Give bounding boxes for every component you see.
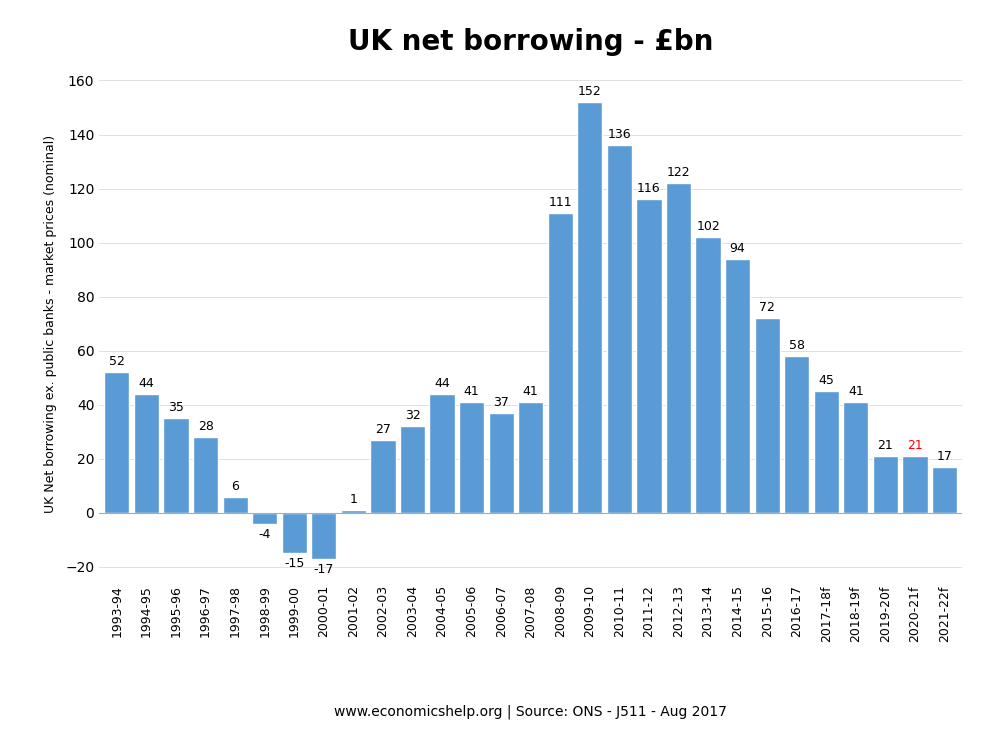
Bar xyxy=(637,199,662,513)
Bar xyxy=(104,372,130,513)
Text: 44: 44 xyxy=(434,377,450,390)
Text: 17: 17 xyxy=(936,450,952,463)
Bar xyxy=(400,426,425,513)
Text: 152: 152 xyxy=(578,85,602,98)
Text: 6: 6 xyxy=(231,480,239,493)
Text: 116: 116 xyxy=(637,182,661,195)
Bar xyxy=(222,496,248,513)
Text: -4: -4 xyxy=(259,527,271,541)
Text: 111: 111 xyxy=(549,196,572,209)
Text: 52: 52 xyxy=(109,355,125,368)
Bar xyxy=(903,456,928,513)
Text: 122: 122 xyxy=(667,166,690,179)
Text: 44: 44 xyxy=(139,377,155,390)
Text: 45: 45 xyxy=(818,374,834,387)
Y-axis label: UK Net borrowing ex. public banks - market prices (nominal): UK Net borrowing ex. public banks - mark… xyxy=(44,135,57,513)
Text: 27: 27 xyxy=(375,423,391,436)
Text: 136: 136 xyxy=(607,128,631,141)
Bar xyxy=(843,402,868,513)
Bar xyxy=(873,456,898,513)
Bar xyxy=(607,145,632,513)
Bar xyxy=(282,513,307,554)
Text: 32: 32 xyxy=(405,409,421,423)
Bar xyxy=(548,213,572,513)
Bar xyxy=(370,440,396,513)
Title: UK net borrowing - £bn: UK net borrowing - £bn xyxy=(348,28,713,57)
Text: 58: 58 xyxy=(789,339,805,352)
Text: 1: 1 xyxy=(349,493,357,506)
Bar xyxy=(193,437,218,513)
Bar xyxy=(666,183,691,513)
Text: 21: 21 xyxy=(878,439,893,452)
Bar xyxy=(341,510,366,513)
Bar xyxy=(164,418,188,513)
Text: 41: 41 xyxy=(463,385,479,398)
Bar xyxy=(813,391,839,513)
Bar xyxy=(755,318,780,513)
Text: -17: -17 xyxy=(313,562,334,576)
Text: 37: 37 xyxy=(493,396,509,408)
X-axis label: www.economicshelp.org | Source: ONS - J511 - Aug 2017: www.economicshelp.org | Source: ONS - J5… xyxy=(334,705,727,719)
Bar xyxy=(459,402,484,513)
Bar xyxy=(931,466,957,513)
Bar xyxy=(489,413,514,513)
Bar xyxy=(252,513,278,524)
Bar xyxy=(725,259,750,513)
Bar xyxy=(695,237,720,513)
Text: 72: 72 xyxy=(759,301,775,314)
Text: 41: 41 xyxy=(523,385,539,398)
Bar xyxy=(311,513,336,559)
Bar xyxy=(134,394,159,513)
Text: 94: 94 xyxy=(730,242,746,254)
Bar xyxy=(577,102,602,513)
Bar xyxy=(784,356,809,513)
Text: 102: 102 xyxy=(696,220,720,233)
Bar xyxy=(518,402,544,513)
Text: -15: -15 xyxy=(284,557,305,571)
Text: 28: 28 xyxy=(197,420,213,433)
Text: 35: 35 xyxy=(168,401,184,414)
Bar xyxy=(430,394,454,513)
Text: 41: 41 xyxy=(848,385,864,398)
Text: 21: 21 xyxy=(907,439,923,452)
